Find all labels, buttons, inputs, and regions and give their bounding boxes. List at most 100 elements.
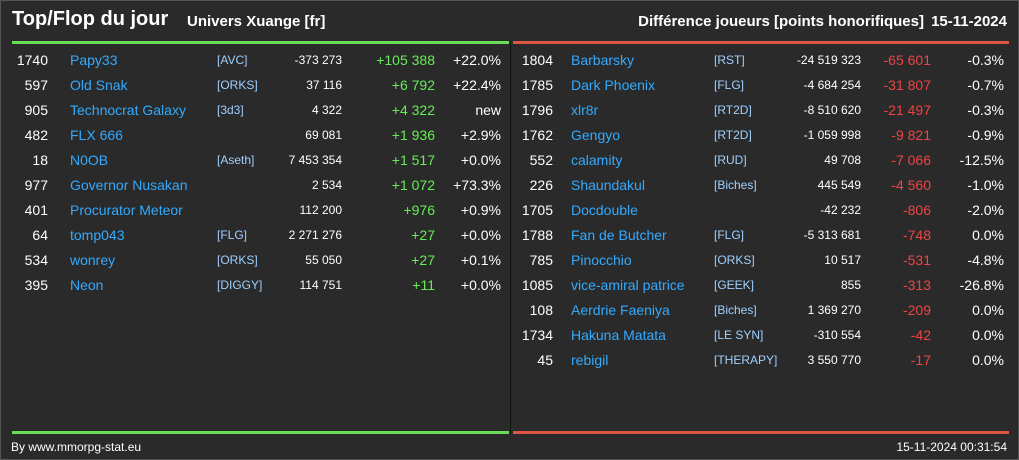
player-name-link[interactable]: Papy33 <box>70 52 118 68</box>
alliance-tag[interactable]: [ORKS] <box>217 253 258 267</box>
points-difference: -17 <box>910 352 931 368</box>
player-name-link[interactable]: Barbarsky <box>571 52 635 68</box>
points-difference: -806 <box>902 202 931 218</box>
percent-change: -26.8% <box>959 277 1004 293</box>
points-difference: -42 <box>910 327 931 343</box>
player-rank: 1085 <box>521 277 553 293</box>
percent-change: -0.9% <box>967 127 1004 143</box>
player-rank: 1788 <box>521 227 553 243</box>
top-row: 905 Technocrat Galaxy [3d3] 4 322 +4 322 new <box>1 98 510 123</box>
points-difference: -531 <box>902 252 931 268</box>
alliance-tag[interactable]: [ORKS] <box>714 253 755 267</box>
flop-row: 45 rebigil [THERAPY] 3 550 770 -17 0.0% <box>511 348 1019 373</box>
player-name-link[interactable]: Technocrat Galaxy <box>70 102 186 118</box>
alliance-tag[interactable]: [Biches] <box>714 178 757 192</box>
alliance-tag[interactable]: [ORKS] <box>217 78 258 92</box>
player-points: 445 549 <box>817 178 861 192</box>
player-name-link[interactable]: Gengyo <box>571 127 621 143</box>
points-difference: -748 <box>902 227 931 243</box>
points-difference: -9 821 <box>891 127 931 143</box>
player-rank: 64 <box>32 227 48 243</box>
alliance-tag[interactable]: [Biches] <box>714 303 757 317</box>
top-table: 1740 Papy33 [AVC] -373 273 +105 388 +22.0% 597… <box>1 48 510 298</box>
player-points: 2 271 276 <box>288 228 342 242</box>
alliance-tag[interactable]: [FLG] <box>714 78 745 92</box>
alliance-tag[interactable]: [RT2D] <box>714 103 752 117</box>
top-row: 395 Neon [DIGGY] 114 751 +11 +0.0% <box>1 273 510 298</box>
percent-change: 0.0% <box>972 302 1004 318</box>
player-points: -24 519 323 <box>796 53 861 67</box>
player-name-link[interactable]: Pinocchio <box>571 252 632 268</box>
points-difference: +4 322 <box>391 102 435 118</box>
player-rank: 482 <box>24 127 48 143</box>
alliance-tag[interactable]: [RT2D] <box>714 128 752 142</box>
player-rank: 597 <box>24 77 48 93</box>
player-name-link[interactable]: wonrey <box>70 252 116 268</box>
player-rank: 1785 <box>521 77 553 93</box>
percent-change: +0.0% <box>460 227 501 243</box>
player-name-link[interactable]: FLX 666 <box>70 127 123 143</box>
player-points: 69 081 <box>305 128 342 142</box>
alliance-tag[interactable]: [GEEK] <box>714 278 755 292</box>
player-name-link[interactable]: Shaundakul <box>571 177 645 193</box>
player-name-link[interactable]: Governor Nusakan <box>70 177 188 193</box>
player-name-link[interactable]: Neon <box>70 277 104 293</box>
alliance-tag[interactable]: [THERAPY] <box>714 353 778 367</box>
flop-table: 1804 Barbarsky [RST] -24 519 323 -65 601 -0.3… <box>511 48 1019 373</box>
player-name-link[interactable]: Dark Phoenix <box>571 77 656 93</box>
flop-row: 552 calamity [RUD] 49 708 -7 066 -12.5% <box>511 148 1019 173</box>
universe-label: Univers Xuange [fr] <box>187 13 326 30</box>
player-name-link[interactable]: xlr8r <box>571 102 599 118</box>
percent-change: +0.0% <box>460 277 501 293</box>
player-name-link[interactable]: calamity <box>571 152 623 168</box>
points-difference: +1 936 <box>391 127 435 143</box>
flop-row: 1705 Docdouble -42 232 -806 -2.0% <box>511 198 1019 223</box>
player-points: 37 116 <box>306 78 342 92</box>
top-row: 534 wonrey [ORKS] 55 050 +27 +0.1% <box>1 248 510 273</box>
alliance-tag[interactable]: [RST] <box>714 53 745 67</box>
points-difference: -65 601 <box>883 52 931 68</box>
alliance-tag[interactable]: [3d3] <box>217 103 244 117</box>
player-points: 49 708 <box>824 153 861 167</box>
points-difference: +1 517 <box>391 152 435 168</box>
player-rank: 1705 <box>521 202 553 218</box>
alliance-tag[interactable]: [FLG] <box>714 228 745 242</box>
percent-change: +22.4% <box>453 77 501 93</box>
top-bar-green <box>12 41 509 44</box>
percent-change: +2.9% <box>460 127 501 143</box>
player-name-link[interactable]: Fan de Butcher <box>571 227 667 243</box>
percent-change: +22.0% <box>453 52 501 68</box>
player-name-link[interactable]: Old Snak <box>70 77 128 93</box>
flop-row: 1085 vice-amiral patrice [GEEK] 855 -313 -26.… <box>511 273 1019 298</box>
player-name-link[interactable]: Docdouble <box>571 202 638 218</box>
player-points: 55 050 <box>305 253 342 267</box>
date-label: 15-11-2024 <box>931 13 1007 30</box>
player-name-link[interactable]: Aerdrie Faeniya <box>571 302 670 318</box>
player-points: 7 453 354 <box>288 153 342 167</box>
percent-change: -0.3% <box>967 52 1004 68</box>
top-row: 1740 Papy33 [AVC] -373 273 +105 388 +22.0% <box>1 48 510 73</box>
player-points: 114 751 <box>299 278 343 292</box>
alliance-tag[interactable]: [LE SYN] <box>714 328 764 342</box>
player-name-link[interactable]: N0OB <box>70 152 109 168</box>
top-row: 401 Procurator Meteor 112 200 +976 +0.9% <box>1 198 510 223</box>
player-name-link[interactable]: Procurator Meteor <box>70 202 183 218</box>
percent-change: -0.7% <box>967 77 1004 93</box>
alliance-tag[interactable]: [DIGGY] <box>217 278 263 292</box>
alliance-tag[interactable]: [Aseth] <box>217 153 255 167</box>
percent-change: 0.0% <box>972 227 1004 243</box>
points-difference: +27 <box>411 252 435 268</box>
alliance-tag[interactable]: [AVC] <box>217 53 248 67</box>
player-name-link[interactable]: rebigil <box>571 352 609 368</box>
alliance-tag[interactable]: [FLG] <box>217 228 248 242</box>
player-points: 3 550 770 <box>807 353 861 367</box>
player-name-link[interactable]: tomp043 <box>70 227 125 243</box>
player-rank: 45 <box>537 352 553 368</box>
player-name-link[interactable]: vice-amiral patrice <box>571 277 685 293</box>
alliance-tag[interactable]: [RUD] <box>714 153 747 167</box>
top-row: 18 N0OB [Aseth] 7 453 354 +1 517 +0.0% <box>1 148 510 173</box>
flop-row: 226 Shaundakul [Biches] 445 549 -4 560 -1.0% <box>511 173 1019 198</box>
bottom-bar-green <box>12 431 509 434</box>
player-rank: 108 <box>529 302 553 318</box>
player-name-link[interactable]: Hakuna Matata <box>571 327 666 343</box>
